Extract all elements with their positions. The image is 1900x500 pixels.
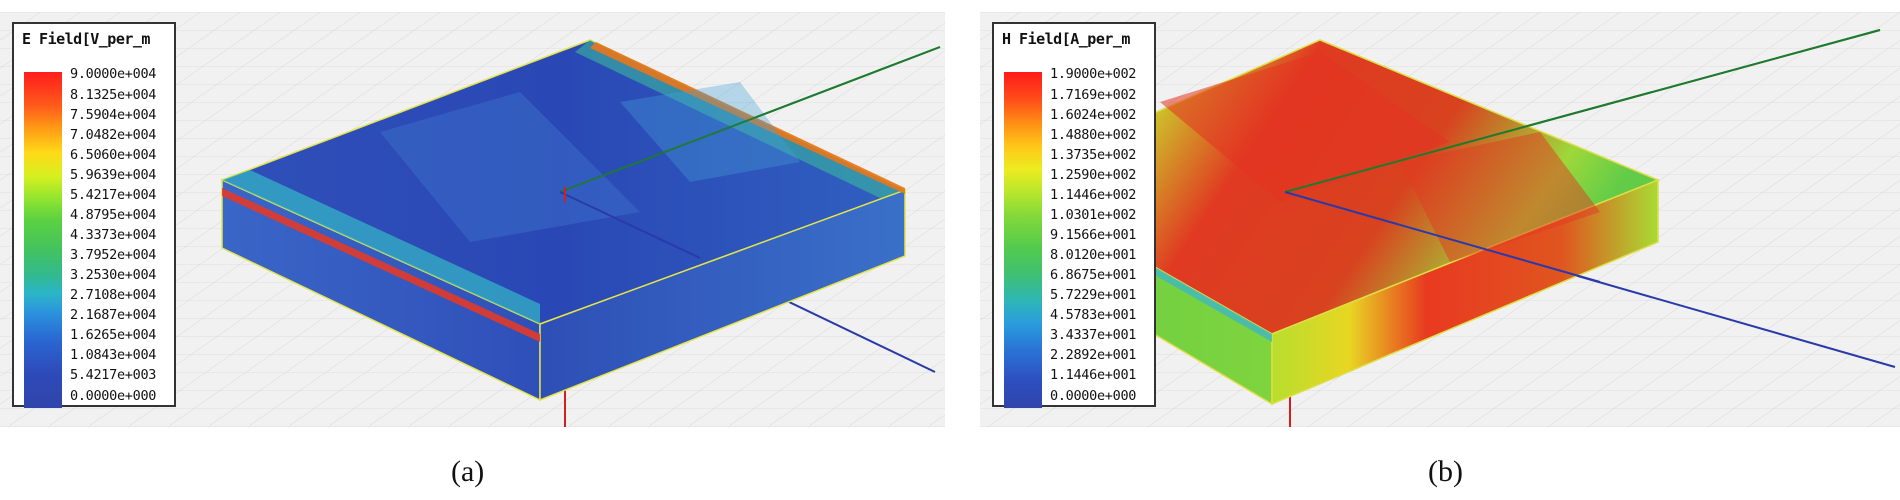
field-patch (620, 82, 800, 182)
legend-title: H Field[A_per_m (1002, 30, 1130, 48)
edge-field-highlight (222, 170, 540, 324)
legend-tick: 0.0000e+000 (1050, 388, 1137, 404)
legend-tick: 1.3735e+002 (1050, 147, 1137, 163)
figure-caption-a: (a) (451, 455, 485, 488)
legend-tick: 7.5904e+004 (70, 107, 157, 123)
legend-tick: 1.0843e+004 (70, 347, 157, 363)
legend-tick: 1.1446e+001 (1050, 367, 1137, 383)
legend-tick: 9.0000e+004 (70, 66, 157, 82)
e-field-plot-panel: E Field[V_per_m 9.0000e+004 8.1325e+004 … (0, 12, 945, 427)
legend-tick: 3.2530e+004 (70, 267, 157, 283)
legend-tick: 1.6024e+002 (1050, 107, 1137, 123)
legend-tick: 1.9000e+002 (1050, 66, 1137, 82)
figure-caption-b: (b) (1428, 455, 1463, 488)
e-field-legend: E Field[V_per_m 9.0000e+004 8.1325e+004 … (12, 22, 176, 410)
h-field-plot-panel: H Field[A_per_m 1.9000e+002 1.7169e+002 … (980, 12, 1900, 427)
legend-tick: 5.4217e+004 (70, 187, 157, 203)
legend-tick: 4.3373e+004 (70, 227, 157, 243)
legend-tick: 2.2892e+001 (1050, 347, 1137, 363)
legend-tick: 8.0120e+001 (1050, 247, 1137, 263)
legend-tick: 5.7229e+001 (1050, 287, 1137, 303)
legend-tick: 2.7108e+004 (70, 287, 157, 303)
legend-tick: 1.1446e+002 (1050, 187, 1137, 203)
y-axis-line-over (1284, 29, 1881, 193)
slab-side-face (539, 188, 906, 402)
legend-tick: 8.1325e+004 (70, 87, 157, 103)
legend-ticks: 1.9000e+002 1.7169e+002 1.6024e+002 1.48… (1050, 66, 1150, 410)
legend-tick: 4.8795e+004 (70, 207, 157, 223)
legend-tick: 1.0301e+002 (1050, 207, 1137, 223)
far-edge-hotspot (590, 42, 905, 194)
legend-tick: 4.5783e+001 (1050, 307, 1137, 323)
h-field-legend: H Field[A_per_m 1.9000e+002 1.7169e+002 … (992, 22, 1156, 410)
legend-ticks: 9.0000e+004 8.1325e+004 7.5904e+004 7.04… (70, 66, 170, 410)
legend-tick: 6.8675e+001 (1050, 267, 1137, 283)
legend-tick: 3.4337e+001 (1050, 327, 1137, 343)
legend-tick: 0.0000e+000 (70, 388, 157, 404)
field-hotspot (1400, 132, 1600, 262)
legend-tick: 1.6265e+004 (70, 327, 157, 343)
legend-tick: 1.2590e+002 (1050, 167, 1137, 183)
legend-tick: 5.4217e+003 (70, 367, 157, 383)
x-axis-line-over (559, 191, 701, 259)
color-scale-bar (24, 72, 62, 408)
e-field-3d-view (0, 12, 945, 427)
legend-tick: 1.7169e+002 (1050, 87, 1137, 103)
field-hotspot (1160, 52, 1450, 202)
far-edge-highlight (575, 40, 905, 198)
field-patch (380, 92, 640, 242)
legend-tick: 7.0482e+004 (70, 127, 157, 143)
legend-tick: 6.5060e+004 (70, 147, 157, 163)
legend-tick: 2.1687e+004 (70, 307, 157, 323)
x-axis-line-over (1284, 191, 1601, 283)
y-axis-line-over (559, 46, 941, 193)
legend-title: E Field[V_per_m (22, 30, 150, 48)
legend-tick: 3.7952e+004 (70, 247, 157, 263)
legend-tick: 9.1566e+001 (1050, 227, 1137, 243)
legend-tick: 1.4880e+002 (1050, 127, 1137, 143)
color-scale-bar (1004, 72, 1042, 408)
edge-field-hotspot (222, 188, 540, 342)
legend-tick: 5.9639e+004 (70, 167, 157, 183)
